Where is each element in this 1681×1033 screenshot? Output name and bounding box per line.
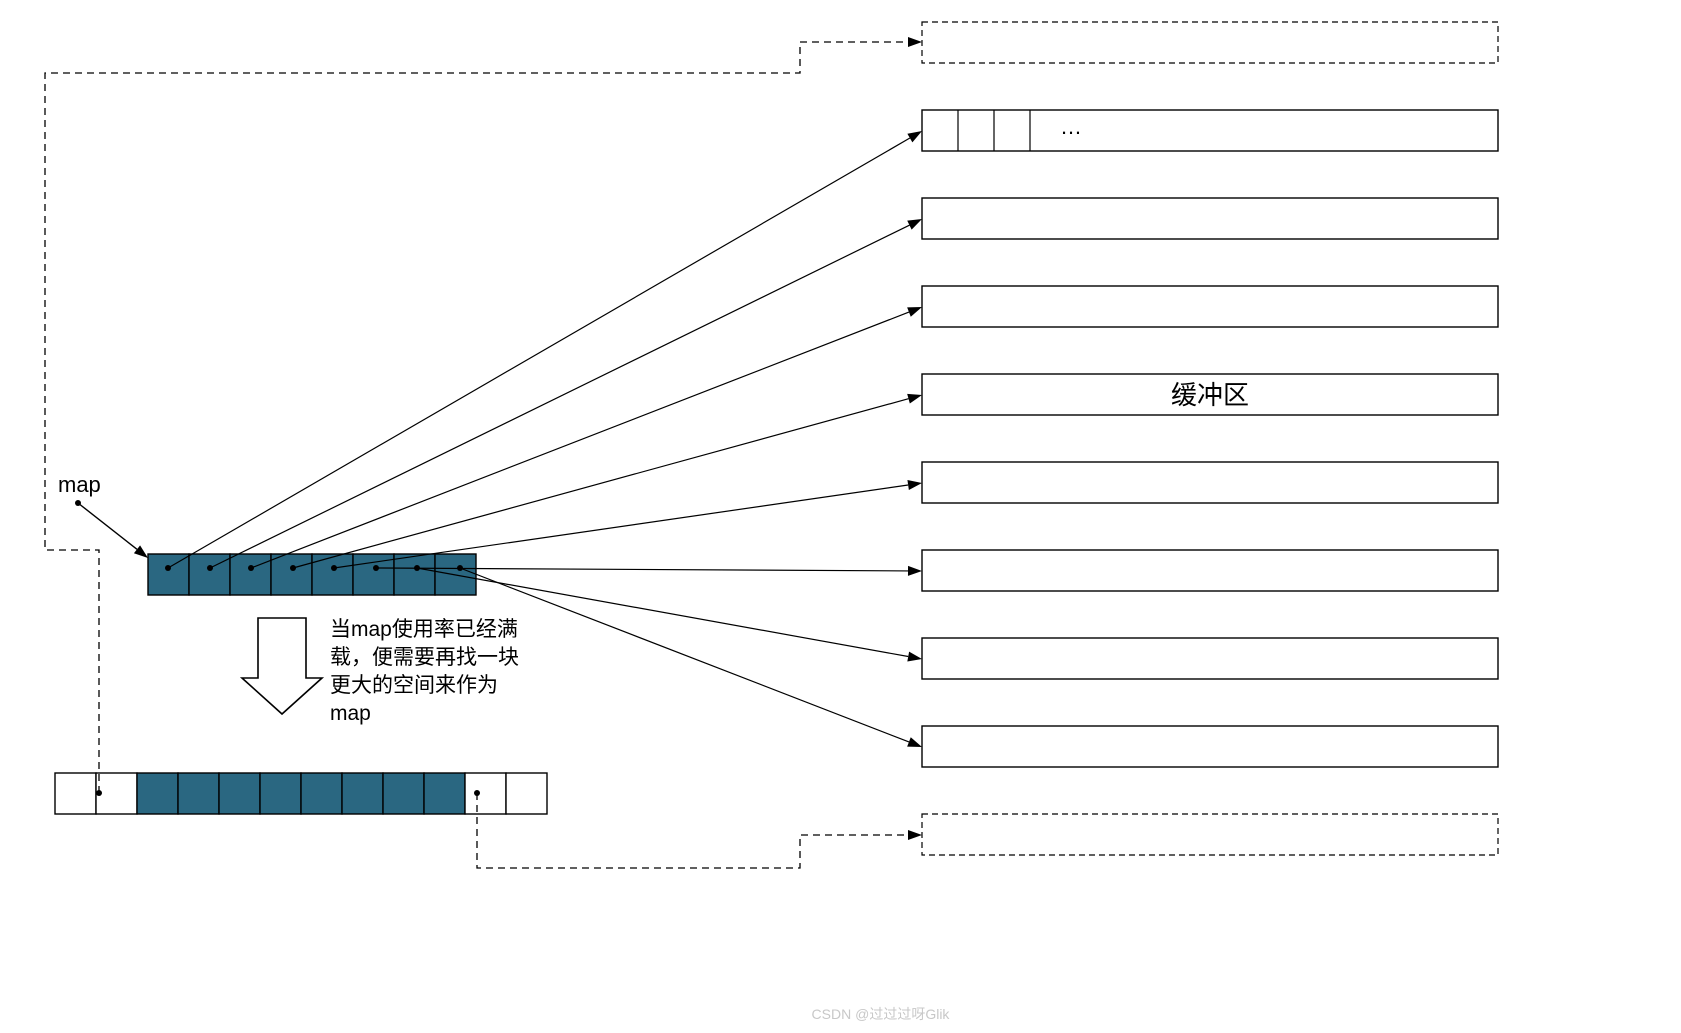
buffer-region-label: 缓冲区 [1171, 380, 1249, 410]
dashed-buffer-bottom [922, 814, 1498, 855]
map-cell [137, 773, 178, 814]
map-small [148, 554, 476, 595]
map-to-buffer-arrow [251, 307, 922, 568]
watermark: CSDN @过过过呀Glik [812, 1006, 951, 1022]
map-to-buffer-arrow [460, 568, 922, 747]
buffer-row [922, 726, 1498, 767]
map-large [55, 773, 547, 814]
map-cell [301, 773, 342, 814]
map-cell [148, 554, 189, 595]
map-cell [178, 773, 219, 814]
map-cell [394, 554, 435, 595]
note-line: 载，便需要再找一块 [330, 646, 519, 669]
map-cell [506, 773, 547, 814]
map-cell [55, 773, 96, 814]
map-to-buffer-arrow [210, 219, 922, 568]
map-label: map [58, 472, 101, 497]
map-cell [342, 773, 383, 814]
map-cell [465, 773, 506, 814]
buffer-row [922, 638, 1498, 679]
dashed-buffer-top [922, 22, 1498, 63]
reallocate-arrow-icon [242, 618, 322, 714]
buffer-row [922, 198, 1498, 239]
map-cell [424, 773, 465, 814]
buffer-row [922, 286, 1498, 327]
note-line: 当map使用率已经满 [330, 618, 518, 641]
map-cell [383, 773, 424, 814]
map-cell [219, 773, 260, 814]
map-cell [260, 773, 301, 814]
map-to-buffer-arrow [334, 480, 922, 568]
note-line: map [330, 702, 371, 725]
note-line: 更大的空间来作为 [330, 674, 498, 697]
map-to-buffer-arrow [168, 131, 922, 568]
map-cell [230, 554, 271, 595]
ellipsis-label: … [1060, 114, 1082, 139]
map-cell [312, 554, 353, 595]
map-cell [271, 554, 312, 595]
buffer-row [922, 110, 1498, 151]
map-cell [96, 773, 137, 814]
map-cell [189, 554, 230, 595]
buffer-row [922, 550, 1498, 591]
buffer-row [922, 462, 1498, 503]
